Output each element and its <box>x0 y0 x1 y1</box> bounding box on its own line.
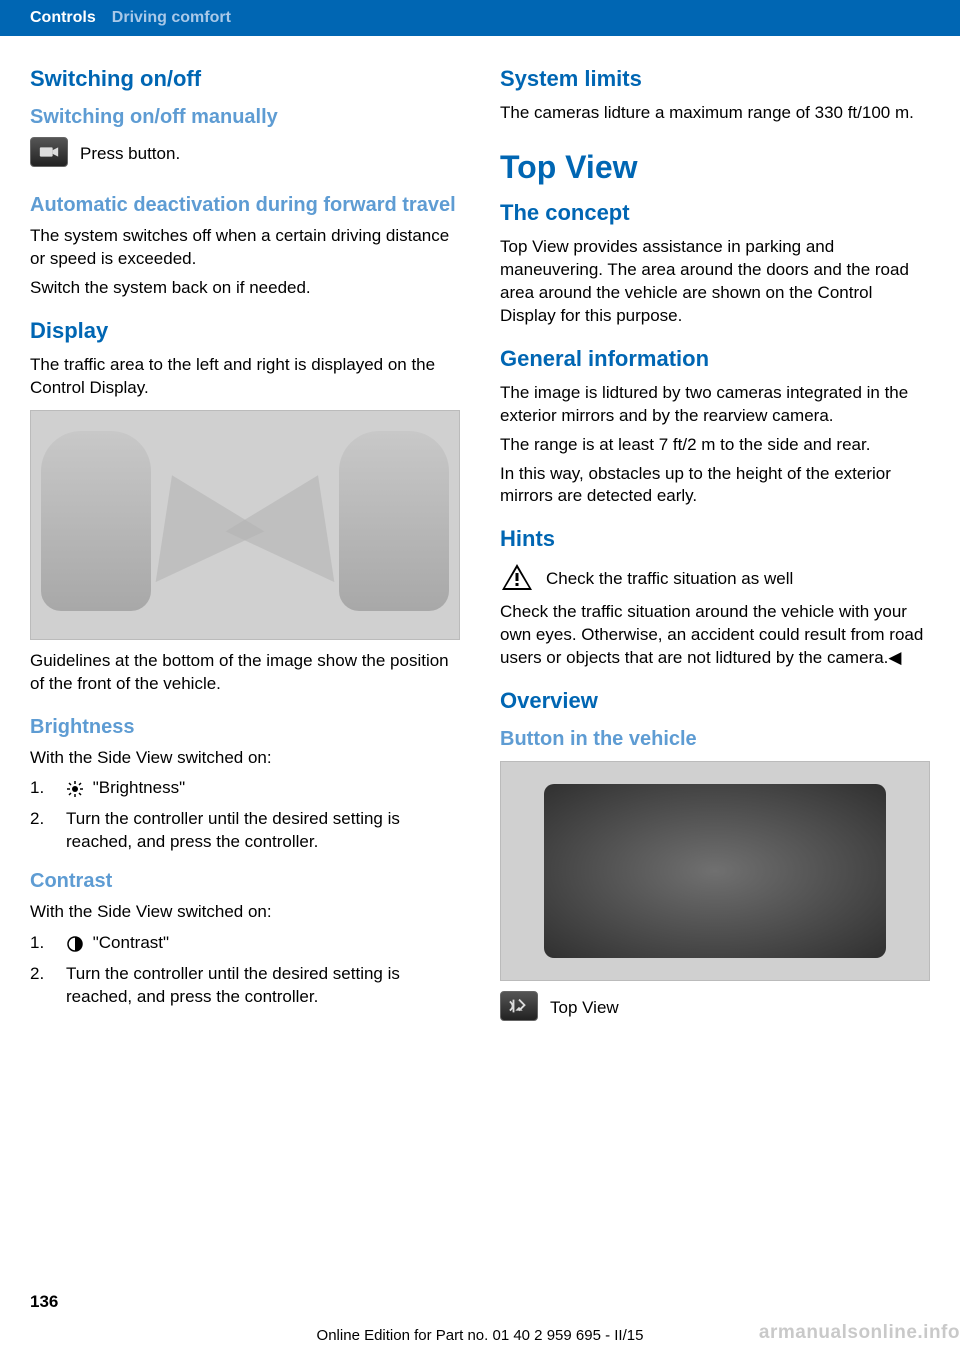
auto-deactivation-title: Automatic deactivation during forward tr… <box>30 194 460 217</box>
general-info-title: General information <box>500 346 930 372</box>
warning-row: Check the traffic situation as well <box>500 562 930 597</box>
top-view-button-row: Top View <box>500 991 930 1026</box>
warning-icon <box>500 562 534 592</box>
header-tab-driving-comfort: Driving comfort <box>112 9 231 27</box>
hints-bold-text: Check the traffic situation as well <box>546 568 793 591</box>
display-title: Display <box>30 318 460 344</box>
top-view-title: Top View <box>500 149 930 186</box>
switching-manual-title: Switching on/off manually <box>30 106 460 129</box>
button-in-vehicle-title: Button in the vehicle <box>500 728 930 751</box>
display-p1: The traffic area to the left and right i… <box>30 354 460 400</box>
brightness-title: Brightness <box>30 716 460 739</box>
top-view-button-label: Top View <box>550 997 619 1020</box>
watermark: armanualsonline.info <box>759 1322 960 1344</box>
left-column: Switching on/off Switching on/off manual… <box>30 66 460 1032</box>
header-tab-controls: Controls <box>30 9 96 27</box>
right-column: System limits The cameras lidture a maxi… <box>500 66 930 1032</box>
auto-deactivation-p2: Switch the system back on if needed. <box>30 277 460 300</box>
top-view-button-icon <box>500 991 538 1021</box>
brightness-steps: "Brightness" Turn the controller until t… <box>30 777 460 854</box>
display-diagram-image <box>30 410 460 640</box>
list-item: "Brightness" <box>30 777 460 800</box>
brightness-icon <box>66 780 84 798</box>
press-button-row: Press button. <box>30 137 460 172</box>
system-limits-p: The cameras lidture a maximum range of 3… <box>500 102 930 125</box>
overview-title: Overview <box>500 688 930 714</box>
concept-p: Top View provides assistance in parking … <box>500 236 930 328</box>
hints-body-text: Check the traffic situation around the v… <box>500 601 930 670</box>
list-item: Turn the controller until the desired se… <box>30 808 460 854</box>
display-caption: Guidelines at the bottom of the image sh… <box>30 650 460 696</box>
page-content: Switching on/off Switching on/off manual… <box>0 36 960 1032</box>
camera-button-icon <box>30 137 68 167</box>
contrast-step1-text: "Contrast" <box>93 933 169 952</box>
header-bar: Controls Driving comfort <box>0 0 960 36</box>
switching-onoff-title: Switching on/off <box>30 66 460 92</box>
general-info-p3: In this way, obstacles up to the height … <box>500 463 930 509</box>
brightness-intro: With the Side View switched on: <box>30 747 460 770</box>
contrast-title: Contrast <box>30 870 460 893</box>
brightness-step1-text: "Brightness" <box>93 778 185 797</box>
list-item: Turn the controller until the desired se… <box>30 963 460 1009</box>
contrast-icon <box>66 935 84 953</box>
contrast-intro: With the Side View switched on: <box>30 901 460 924</box>
auto-deactivation-p1: The system switches off when a certain d… <box>30 225 460 271</box>
page-number: 136 <box>30 1292 58 1312</box>
general-info-p1: The image is lidtured by two cameras int… <box>500 382 930 428</box>
list-item: "Contrast" <box>30 932 460 955</box>
contrast-steps: "Contrast" Turn the controller until the… <box>30 932 460 1009</box>
concept-title: The concept <box>500 200 930 226</box>
system-limits-title: System limits <box>500 66 930 92</box>
press-button-text: Press button. <box>80 143 180 166</box>
console-image <box>500 761 930 981</box>
general-info-p2: The range is at least 7 ft/2 m to the si… <box>500 434 930 457</box>
hints-title: Hints <box>500 526 930 552</box>
